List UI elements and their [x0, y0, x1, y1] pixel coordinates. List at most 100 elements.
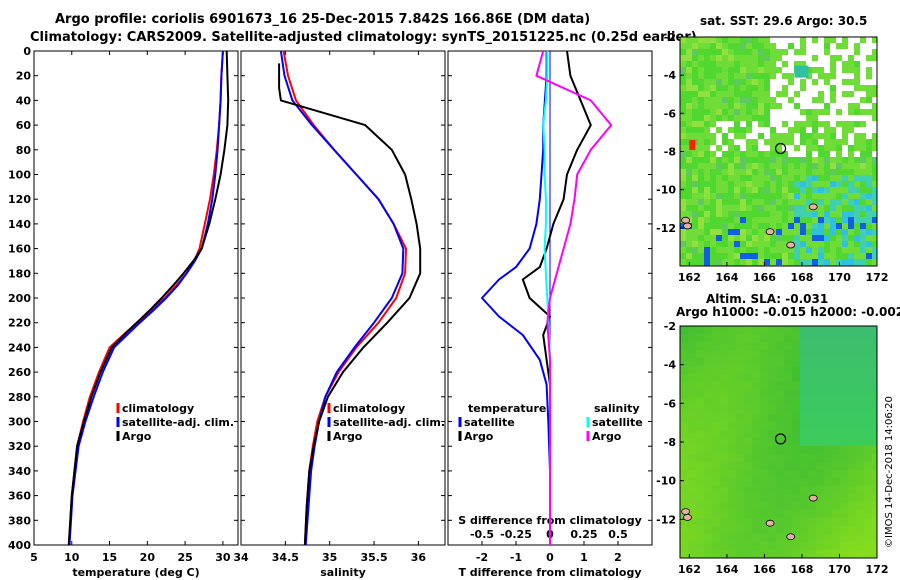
sla-map-cell: [712, 350, 720, 358]
sst-map-cell: [734, 193, 740, 199]
sst-map-cell: [770, 121, 776, 127]
sst-map-cell: [686, 139, 692, 145]
sst-map-cell: [764, 49, 770, 55]
sla-map-cell: [720, 430, 728, 438]
sla-map-cell: [824, 430, 832, 438]
sla-map-cell: [704, 518, 712, 526]
sla-map-cell: [808, 326, 816, 334]
sst-map-cell: [764, 217, 770, 223]
sst-map-cell: [842, 67, 848, 73]
sst-map-cell: [692, 229, 698, 235]
sst-map-cell: [746, 73, 752, 79]
sla-map-cell: [800, 414, 808, 422]
sla-map-cell: [808, 390, 816, 398]
sst-map-cell: [698, 169, 704, 175]
sla-map-cell: [696, 406, 704, 414]
sla-map-cell: [864, 390, 872, 398]
sst-map-cell: [866, 61, 872, 67]
sst-map-cell: [704, 55, 710, 61]
sst-map-cell: [806, 109, 812, 115]
island-icon: [683, 222, 692, 230]
sst-map-cell: [692, 169, 698, 175]
sst-map-cell: [842, 73, 848, 79]
sla-map-cell: [872, 358, 877, 366]
sst-map-cell: [752, 37, 758, 43]
sst-map-cell: [818, 253, 824, 259]
sla-map-cell: [696, 326, 704, 334]
sst-map-cell: [854, 91, 860, 97]
sla-map-cell: [736, 550, 744, 558]
sst-map-cell: [740, 175, 746, 181]
sst-map-cell: [770, 217, 776, 223]
sst-map-cell: [686, 151, 692, 157]
sla-map-cell: [760, 478, 768, 486]
sla-map-cell: [768, 550, 776, 558]
sla-map-cell: [864, 462, 872, 470]
sst-map-cell: [776, 145, 782, 151]
sst-map-cell: [872, 205, 877, 211]
sst-map-cell: [698, 73, 704, 79]
sst-map-cell: [728, 133, 734, 139]
sst-map-cell: [776, 103, 782, 109]
sst-map-cell: [758, 37, 764, 43]
sst-map-cell: [872, 127, 877, 133]
sla-map-cell: [792, 334, 800, 342]
sst-map-cell: [854, 223, 860, 229]
sst-map-cell: [848, 85, 854, 91]
temperature-xlabel: temperature (deg C): [72, 566, 199, 579]
sst-map-cell: [764, 43, 770, 49]
sst-map-cell: [686, 103, 692, 109]
sst-map-cell: [794, 199, 800, 205]
sst-map-cell: [770, 85, 776, 91]
sst-map-cell: [764, 115, 770, 121]
sst-map-cell: [752, 61, 758, 67]
sla-map-cell: [856, 518, 864, 526]
sst-map-cell: [866, 37, 872, 43]
sst-map-cell: [770, 91, 776, 97]
sla-map-cell: [728, 350, 736, 358]
sst-map-cell: [692, 73, 698, 79]
sst-map-cell: [704, 217, 710, 223]
sst-map-cell: [782, 223, 788, 229]
sst-map-cell: [770, 67, 776, 73]
sla-map-cell: [856, 454, 864, 462]
sst-map-cell: [686, 163, 692, 169]
sla-map-cell: [792, 470, 800, 478]
sst-map-cell: [788, 67, 794, 73]
sst-map-cell: [758, 247, 764, 253]
sla-map-cell: [752, 358, 760, 366]
sla-map-cell: [720, 374, 728, 382]
sst-map-cell: [734, 97, 740, 103]
sst-map-cell: [728, 229, 734, 235]
sst-map-cell: [818, 247, 824, 253]
island-icon: [683, 514, 692, 521]
sst-map-cell: [680, 127, 686, 133]
sla-map-cell: [800, 358, 808, 366]
sla-map-cell: [848, 334, 856, 342]
sst-map-cell: [848, 115, 854, 121]
sst-map-cell: [734, 43, 740, 49]
sst-map-cell: [692, 37, 698, 43]
island-icon: [808, 203, 818, 211]
temperature-xtick-label: 25: [177, 551, 192, 564]
sst-map-cell: [830, 217, 836, 223]
sla-map-cell: [736, 382, 744, 390]
sst-map-cell: [716, 199, 722, 205]
sst-map-cell: [800, 163, 806, 169]
sst-map-cell: [794, 109, 800, 115]
depth-tick-label: 260: [8, 366, 31, 379]
sla-map-cell: [808, 478, 816, 486]
sst-map-cell: [722, 223, 728, 229]
sst-map-cell: [716, 157, 722, 163]
sst-map-cell: [782, 181, 788, 187]
sst-map-cell: [704, 103, 710, 109]
sst-map-cell: [872, 223, 877, 229]
sst-map-cell: [758, 79, 764, 85]
sst-map-cell: [746, 235, 752, 241]
sst-map-cell: [710, 79, 716, 85]
sst-map-cell: [800, 211, 806, 217]
sst-map-cell: [686, 145, 692, 151]
sst-map-cell: [716, 253, 722, 259]
sst-map-cell: [680, 145, 686, 151]
sst-map-cell: [830, 151, 836, 157]
